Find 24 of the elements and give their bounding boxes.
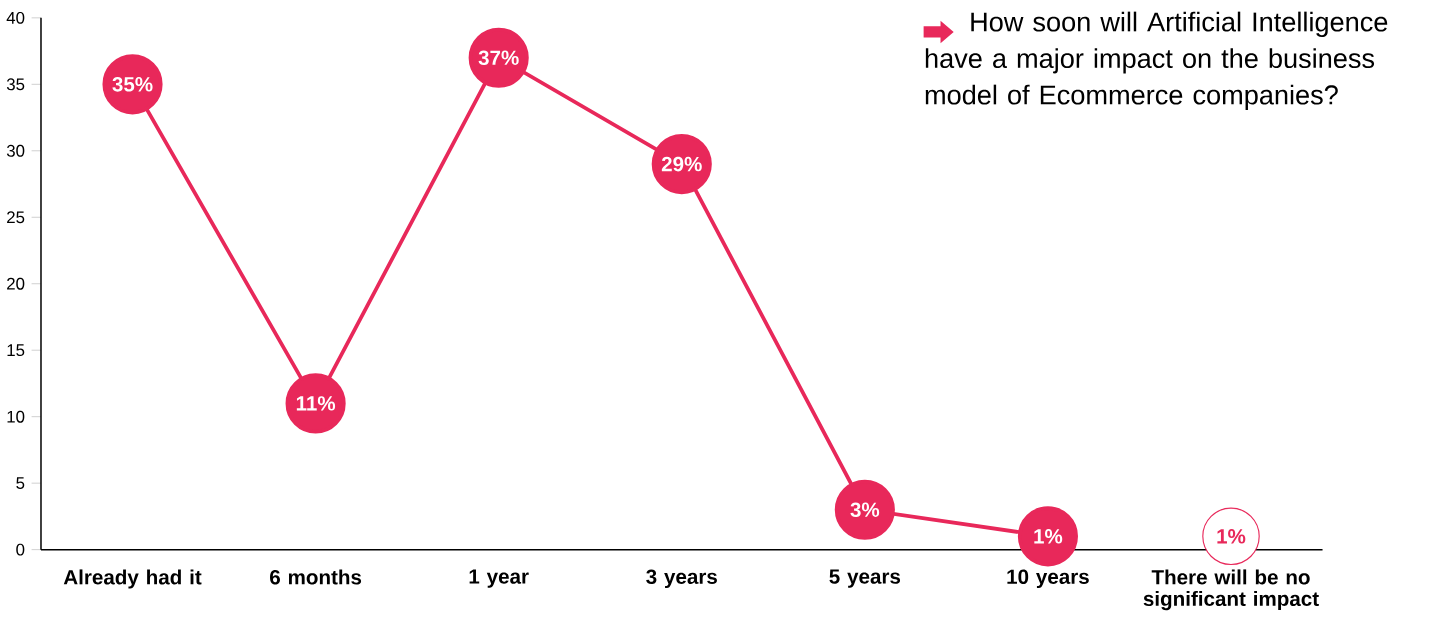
data-label: 11%	[296, 396, 336, 411]
data-label: 1%	[1217, 528, 1246, 544]
x-tick-label: 5 years	[829, 569, 901, 588]
x-tick-label: 3 years	[646, 569, 717, 588]
data-label: 1%	[1034, 528, 1063, 544]
y-tick-label: 20	[7, 277, 25, 290]
y-tick-label: 10	[7, 410, 25, 423]
y-tick-label: 30	[6, 144, 25, 157]
text: How soon will Artificial Intelligence have a major impact on the business model of Ecommerce companies?	[925, 11, 1388, 110]
y-tick-label: 40	[6, 11, 25, 24]
data-label: 37%	[478, 50, 519, 65]
x-tick-label: 1 year	[469, 569, 529, 588]
data-label: 29%	[661, 156, 702, 172]
y-tick-label: 35	[6, 78, 25, 91]
y-tick-label: 5	[16, 477, 25, 489]
x-tick-label: There will be no significant impact	[1143, 569, 1319, 611]
data-label: 35%	[112, 76, 153, 92]
data-label: 3%	[850, 502, 880, 517]
y-tick-label: 0	[16, 543, 25, 556]
y-tick-label: 25	[7, 211, 25, 224]
x-tick-label: 10 years	[1007, 569, 1089, 588]
x-tick-label: Already had it	[63, 569, 202, 589]
y-tick-label: 15	[7, 344, 25, 356]
x-tick-label: 6 months	[270, 569, 362, 585]
